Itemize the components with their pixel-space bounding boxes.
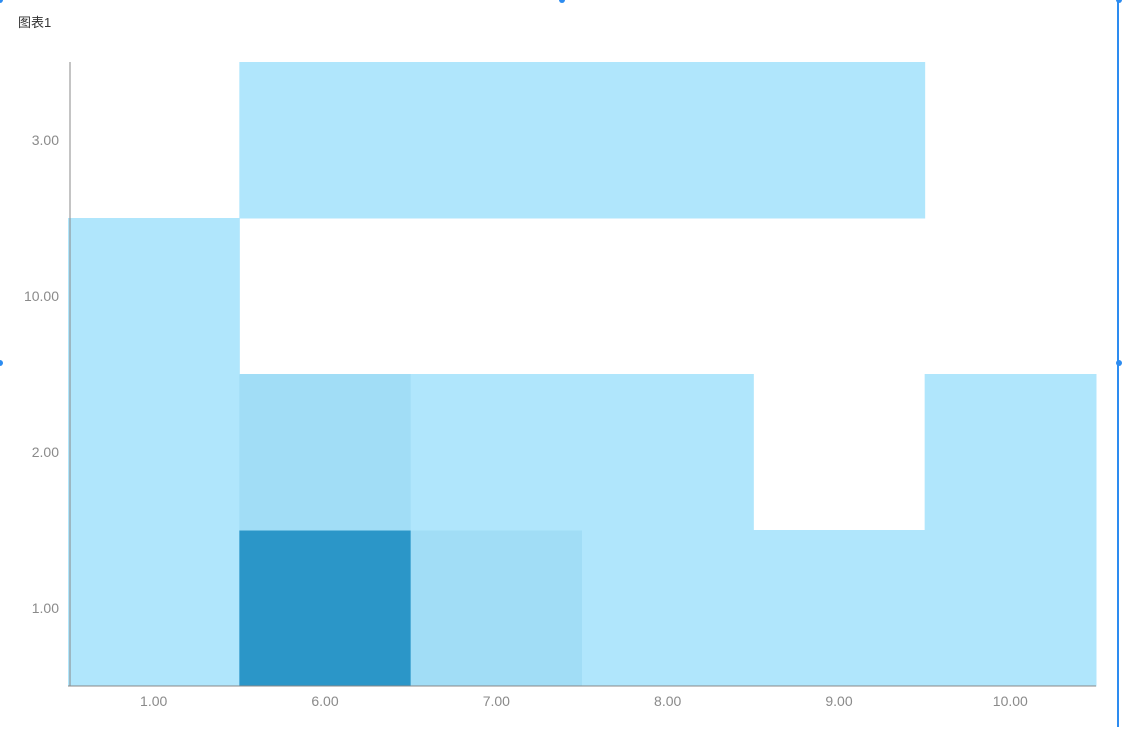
heatmap-cell[interactable]	[753, 62, 926, 219]
x-tick-label: 1.00	[140, 693, 167, 709]
heatmap-cell[interactable]	[753, 530, 926, 687]
resize-handle-left[interactable]	[0, 360, 3, 366]
x-tick-label: 9.00	[825, 693, 852, 709]
y-tick-label: 1.00	[32, 600, 59, 616]
heatmap-cell[interactable]	[68, 218, 240, 375]
resize-handle-top-left[interactable]	[0, 0, 3, 3]
y-tick-label: 2.00	[32, 444, 59, 460]
heatmap-cell[interactable]	[582, 374, 754, 531]
heatmap-cell[interactable]	[410, 62, 583, 219]
x-tick-label: 10.00	[993, 693, 1028, 709]
chart-title: 图表1	[18, 15, 52, 30]
heatmap-cell[interactable]	[582, 530, 754, 687]
x-tick-label: 6.00	[311, 693, 338, 709]
resize-handle-right[interactable]	[1116, 360, 1122, 366]
heatmap-cell[interactable]	[68, 530, 240, 687]
y-tick-label: 10.00	[24, 288, 59, 304]
heatmap-cell[interactable]	[68, 374, 240, 531]
resize-handle-top-right[interactable]	[1116, 0, 1122, 3]
heatmap-cell[interactable]	[410, 374, 583, 531]
heatmap-cell[interactable]	[239, 530, 412, 687]
heatmap-cell[interactable]	[410, 530, 583, 687]
heatmap-cell[interactable]	[924, 374, 1097, 531]
heatmap-cell[interactable]	[239, 62, 412, 219]
heatmap-cell[interactable]	[924, 530, 1097, 687]
heatmap-cell[interactable]	[239, 374, 412, 531]
x-tick-label: 8.00	[654, 693, 681, 709]
y-tick-label: 3.00	[32, 132, 59, 148]
heatmap-cell[interactable]	[582, 62, 754, 219]
resize-handle-top[interactable]	[559, 0, 565, 3]
x-tick-label: 7.00	[483, 693, 510, 709]
